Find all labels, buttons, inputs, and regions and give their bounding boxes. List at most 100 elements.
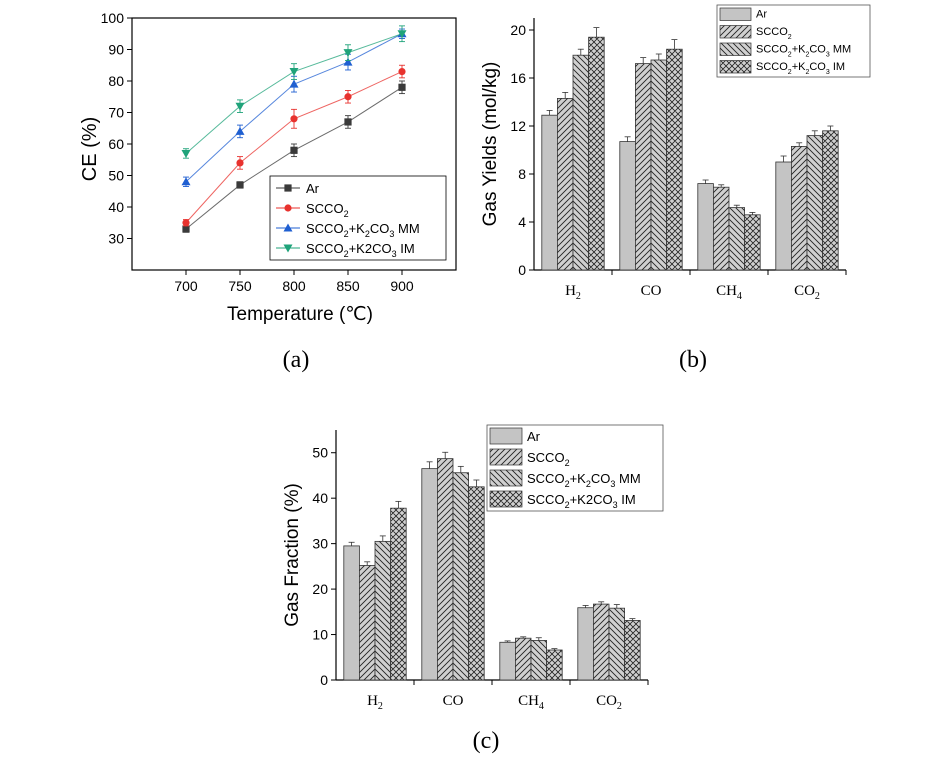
y-axis-label: Gas Fraction (%) xyxy=(282,483,303,627)
panel-a-plot: 30 40 50 60 70 80 90 100 700 750 800 850 900 Temperat… xyxy=(79,10,457,325)
bar xyxy=(744,214,761,271)
category-label: CO xyxy=(641,283,662,299)
y-tick-label: 16 xyxy=(510,70,526,86)
bar xyxy=(499,641,516,681)
legend-label: Ar xyxy=(306,181,320,196)
bar xyxy=(650,59,668,271)
bar xyxy=(572,54,590,271)
data-point xyxy=(398,67,406,76)
bar xyxy=(530,640,548,681)
series-0 xyxy=(182,80,406,233)
category-label: H2 xyxy=(367,693,383,712)
legend-swatch xyxy=(489,490,523,508)
bar xyxy=(608,607,626,681)
panel-a: 30 40 50 60 70 80 90 100 700 750 800 850 900 Temperat… xyxy=(79,10,457,373)
y-tick-label: 8 xyxy=(518,166,526,182)
legend-swatch xyxy=(489,469,523,487)
bar xyxy=(343,545,360,681)
legend-swatch xyxy=(719,60,752,74)
legend-label: SCCO2 xyxy=(306,201,349,219)
y-tick-label: 70 xyxy=(108,105,124,121)
data-point xyxy=(236,159,244,167)
data-point xyxy=(182,225,190,233)
legend-label: SCCO2 xyxy=(527,450,570,468)
legend-label: Ar xyxy=(756,9,767,21)
legend-label: SCCO2+K2CO3 IM xyxy=(527,492,636,510)
data-point xyxy=(181,177,191,186)
category-label: CO2 xyxy=(794,283,820,302)
panel-c-plot: 0 10 20 30 40 50 Gas Fraction (%) H2 CO CH4 CO2 Ar S… xyxy=(282,424,664,712)
data-point xyxy=(289,68,299,77)
y-tick-label: 12 xyxy=(510,118,526,134)
x-axis-label: Temperature (℃) xyxy=(227,304,373,325)
bar xyxy=(374,540,392,681)
data-point xyxy=(290,146,298,154)
data-point xyxy=(343,49,353,58)
bar xyxy=(775,161,792,271)
y-axis-label: Gas Yields (mol/kg) xyxy=(480,62,501,227)
y-tick-label: 0 xyxy=(320,672,328,688)
data-point xyxy=(236,181,244,189)
series-line xyxy=(185,33,403,154)
data-point xyxy=(343,57,353,66)
bar xyxy=(390,507,407,681)
data-point xyxy=(397,30,407,39)
category-label: CO xyxy=(443,693,464,709)
panel-c: 0 10 20 30 40 50 Gas Fraction (%) H2 CO CH4 CO2 Ar S… xyxy=(282,424,664,754)
legend-swatch xyxy=(719,42,752,56)
y-tick-label: 50 xyxy=(108,168,124,184)
bar xyxy=(452,472,470,681)
y-tick-label: 40 xyxy=(108,199,124,215)
category-label: CH4 xyxy=(716,283,742,302)
legend-marker xyxy=(283,244,293,253)
bar xyxy=(546,649,563,681)
y-axis-label: CE (%) xyxy=(79,117,101,181)
data-point xyxy=(289,79,299,88)
y-tick-label: 50 xyxy=(312,445,328,461)
y-tick-label: 10 xyxy=(312,627,328,643)
data-point xyxy=(235,102,245,111)
legend-swatch xyxy=(489,427,523,445)
y-tick-label: 90 xyxy=(108,42,124,58)
data-point xyxy=(344,93,352,101)
bar xyxy=(541,114,558,271)
series-1 xyxy=(182,64,406,227)
legend-label: SCCO2 xyxy=(756,26,792,41)
data-point xyxy=(182,219,190,227)
legend-label: SCCO2+K2CO3 IM xyxy=(756,61,845,76)
panel-b-plot: 0 4 8 12 16 20 Gas Yields (mol/kg) H2 CO CH4 CO2 Ar… xyxy=(480,4,871,302)
panel-b: 0 4 8 12 16 20 Gas Yields (mol/kg) H2 CO CH4 CO2 Ar… xyxy=(480,4,871,373)
series-2 xyxy=(181,28,407,187)
bar xyxy=(588,36,605,271)
series-3 xyxy=(181,25,407,159)
bar xyxy=(624,620,641,681)
category-label: H2 xyxy=(565,283,581,302)
legend-swatch xyxy=(719,25,752,39)
data-point xyxy=(235,126,245,135)
legend-label: SCCO2+K2CO3 MM xyxy=(527,471,641,489)
bar xyxy=(577,607,594,681)
y-tick-label: 30 xyxy=(312,536,328,552)
bar xyxy=(421,468,438,681)
category-label: CH4 xyxy=(518,693,544,712)
panel-c-label: (c) xyxy=(473,728,500,754)
legend-label: SCCO2+K2CO3 IM xyxy=(306,241,415,259)
legend-label: SCCO2+K2CO3 MM xyxy=(756,44,851,59)
legend-swatch xyxy=(719,7,752,21)
bar xyxy=(713,186,730,271)
bar xyxy=(635,63,652,271)
bar xyxy=(791,145,808,271)
panel-b-label: (b) xyxy=(679,347,707,373)
x-tick-label: 900 xyxy=(390,278,414,294)
bar xyxy=(728,207,746,271)
legend-box xyxy=(269,175,447,261)
y-tick-label: 20 xyxy=(510,22,526,38)
x-tick-label: 800 xyxy=(282,278,306,294)
bar xyxy=(593,603,610,681)
x-tick-label: 700 xyxy=(174,278,198,294)
bar xyxy=(806,135,824,271)
y-tick-label: 40 xyxy=(312,490,328,506)
legend-marker xyxy=(283,223,293,232)
data-point xyxy=(181,149,191,158)
